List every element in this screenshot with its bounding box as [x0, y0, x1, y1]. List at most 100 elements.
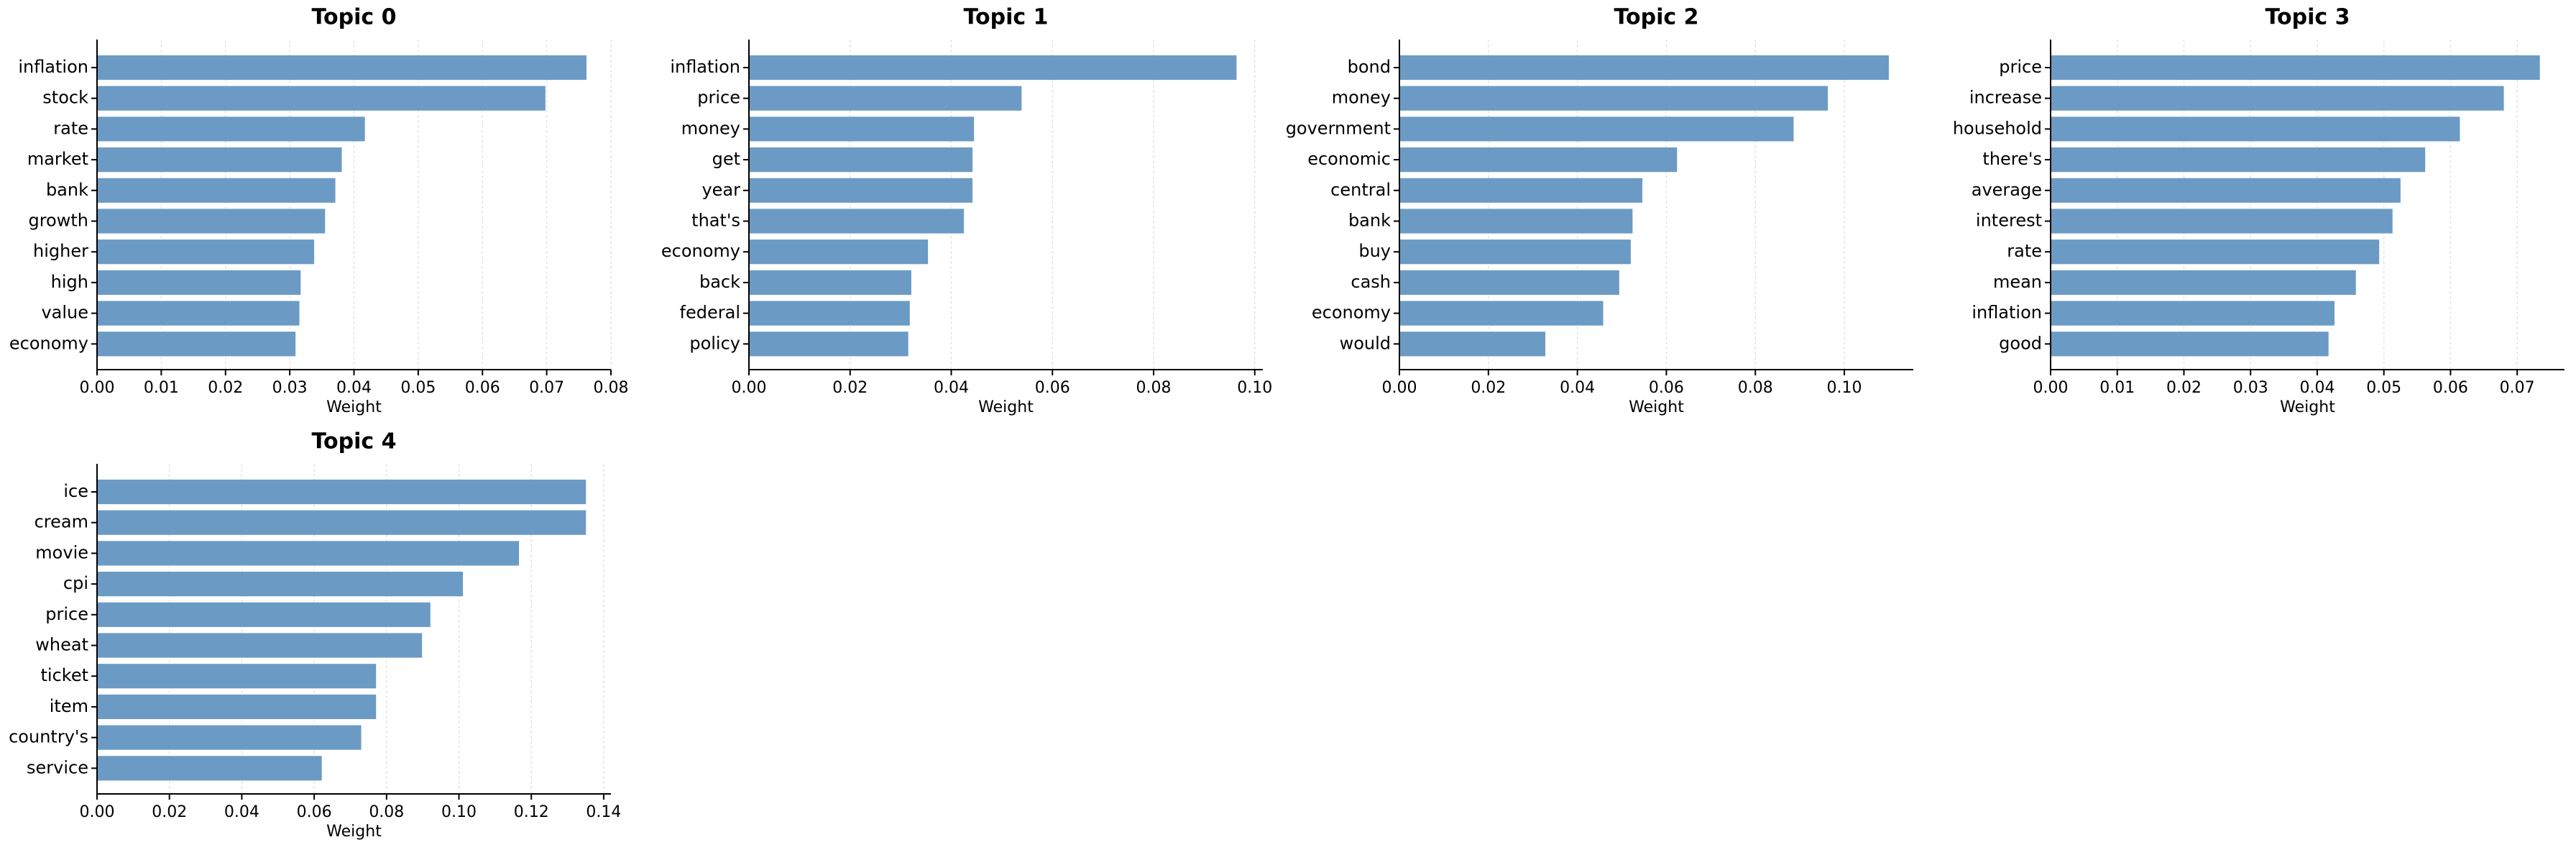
y-tick-label: cash [1351, 272, 1391, 292]
x-tick-label: 0.06 [2433, 379, 2468, 397]
bar [97, 664, 377, 689]
y-tick-label: money [1332, 88, 1391, 108]
bar [97, 725, 362, 750]
x-tick-label: 0.10 [1827, 379, 1862, 397]
chart-title: Topic 0 [312, 5, 397, 30]
y-tick-label: central [1330, 180, 1391, 200]
y-tick-label: cream [34, 512, 88, 532]
bar [2051, 147, 2426, 173]
bar [2051, 178, 2401, 203]
y-tick-label: economic [1307, 149, 1391, 169]
y-tick-label: wheat [35, 635, 88, 655]
bar [97, 270, 301, 295]
bar [2051, 270, 2356, 295]
bar [749, 301, 910, 326]
bar [749, 55, 1237, 81]
x-axis-label: Weight [2280, 398, 2335, 416]
y-tick-label: year [702, 180, 740, 200]
y-tick-label: bond [1348, 57, 1391, 77]
bar [97, 239, 315, 265]
chart-title: Topic 3 [2266, 5, 2350, 30]
bar [97, 86, 546, 111]
y-tick-label: cpi [63, 573, 88, 593]
x-tick-label: 0.10 [1237, 379, 1272, 397]
bar [2051, 116, 2460, 142]
x-tick-label: 0.07 [2500, 379, 2535, 397]
bar [1399, 178, 1642, 203]
bar [1399, 301, 1604, 326]
y-tick-label: growth [28, 211, 88, 231]
y-tick-label: higher [33, 241, 88, 261]
x-tick-label: 0.00 [1382, 379, 1417, 397]
x-tick-label: 0.03 [272, 379, 308, 397]
x-tick-label: 0.04 [2299, 379, 2334, 397]
y-tick-label: inflation [670, 57, 740, 77]
y-tick-label: market [27, 149, 88, 169]
x-tick-label: 0.02 [208, 379, 243, 397]
x-tick-label: 0.14 [586, 803, 621, 821]
bar [1399, 116, 1794, 142]
bar [2051, 55, 2540, 81]
y-tick-label: economy [1312, 303, 1391, 323]
y-tick-label: value [41, 303, 88, 323]
x-axis-label: Weight [326, 823, 382, 841]
bar [1399, 86, 1828, 111]
y-tick-label: price [1999, 57, 2042, 77]
x-tick-label: 0.03 [2233, 379, 2268, 397]
bar [97, 116, 365, 142]
y-tick-label: economy [9, 333, 88, 353]
chart-title: Topic 2 [1614, 5, 1699, 30]
bar [1399, 209, 1633, 234]
y-tick-label: bank [46, 180, 88, 200]
x-axis-label: Weight [1629, 398, 1684, 416]
y-tick-label: household [1953, 118, 2042, 138]
y-tick-label: high [51, 272, 88, 292]
bar [749, 239, 929, 265]
y-tick-label: federal [680, 303, 740, 323]
bar [2051, 332, 2329, 357]
x-tick-label: 0.00 [2033, 379, 2069, 397]
y-tick-label: would [1340, 333, 1391, 353]
x-tick-label: 0.00 [732, 379, 767, 397]
x-tick-label: 0.08 [1136, 379, 1171, 397]
bar [749, 178, 973, 203]
bar [97, 602, 431, 627]
y-tick-label: interest [1976, 211, 2042, 231]
bar [97, 301, 300, 326]
x-tick-label: 0.02 [1471, 379, 1506, 397]
y-tick-label: ticket [41, 665, 89, 685]
y-tick-label: rate [2007, 241, 2042, 261]
y-tick-label: policy [689, 333, 740, 353]
x-tick-label: 0.10 [441, 803, 477, 821]
y-tick-label: ice [63, 481, 88, 501]
bar [97, 479, 586, 505]
bar [2051, 239, 2380, 265]
bar [2051, 86, 2504, 111]
x-tick-label: 0.12 [514, 803, 549, 821]
y-tick-label: service [27, 757, 88, 777]
y-tick-label: buy [1358, 241, 1391, 261]
x-tick-label: 0.08 [1738, 379, 1773, 397]
x-tick-label: 0.07 [529, 379, 564, 397]
bar [97, 541, 520, 566]
y-tick-label: that's [691, 211, 740, 231]
x-tick-label: 0.05 [400, 379, 436, 397]
x-tick-label: 0.02 [2166, 379, 2202, 397]
y-tick-label: bank [1348, 211, 1391, 231]
bar [97, 55, 587, 81]
bar [97, 694, 377, 719]
y-tick-label: inflation [1972, 303, 2042, 323]
chart-title: Topic 4 [312, 429, 397, 454]
bar [1399, 147, 1678, 173]
x-tick-label: 0.00 [80, 379, 115, 397]
x-tick-label: 0.04 [934, 379, 969, 397]
bar [97, 209, 326, 234]
x-tick-label: 0.01 [144, 379, 179, 397]
bar [2051, 209, 2393, 234]
bar [1399, 55, 1889, 81]
bar [97, 332, 296, 357]
x-tick-label: 0.06 [465, 379, 500, 397]
bar [97, 178, 336, 203]
y-tick-label: back [699, 272, 740, 292]
x-tick-label: 0.08 [594, 379, 629, 397]
